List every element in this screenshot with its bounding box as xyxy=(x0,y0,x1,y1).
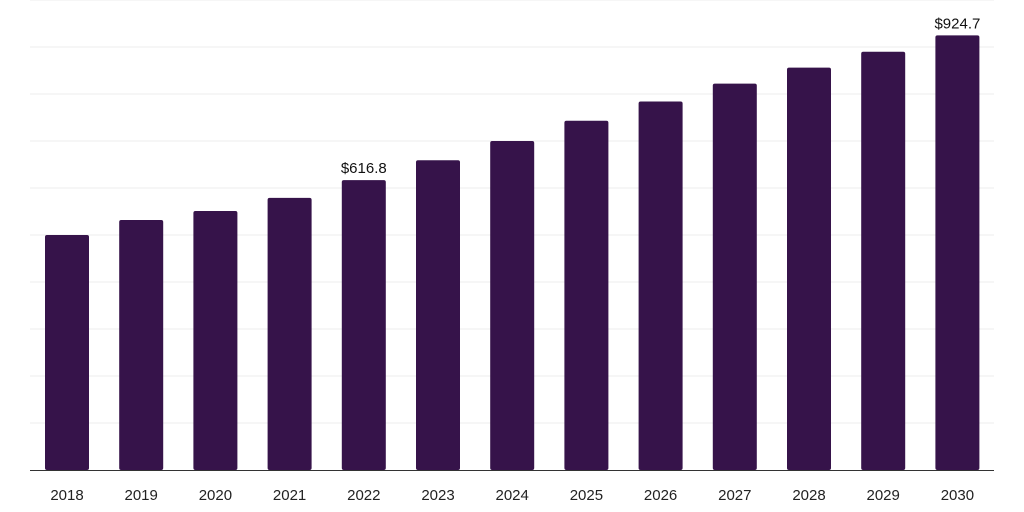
x-tick-label: 2024 xyxy=(496,487,529,504)
data-labels: $616.8 $924.7 xyxy=(341,15,980,177)
bar-2018 xyxy=(45,235,89,470)
bar-2023 xyxy=(416,160,460,470)
data-label-2022: $616.8 xyxy=(341,160,387,177)
bar-2027 xyxy=(712,83,757,470)
bar-2020 xyxy=(193,211,238,470)
bar-2019 xyxy=(119,219,164,470)
x-tick-label: 2029 xyxy=(867,487,900,504)
x-tick-label: 2018 xyxy=(50,487,83,504)
bar-2029 xyxy=(861,51,906,470)
bar-2022 xyxy=(341,180,386,470)
bar-2025 xyxy=(564,120,609,470)
x-axis-ticks: 2018 2019 2020 2021 2022 2023 2024 2025 2026 2027… xyxy=(50,487,974,504)
bar-2030 xyxy=(935,35,980,471)
x-tick-label: 2022 xyxy=(347,487,380,504)
x-tick-label: 2023 xyxy=(421,487,454,504)
x-tick-label: 2021 xyxy=(273,487,306,504)
x-tick-label: 2030 xyxy=(941,487,974,504)
x-tick-label: 2028 xyxy=(792,487,825,504)
x-tick-label: 2027 xyxy=(718,487,751,504)
bars xyxy=(45,35,980,471)
bar-2026 xyxy=(638,101,683,471)
x-tick-label: 2025 xyxy=(570,487,603,504)
data-label-2030: $924.7 xyxy=(934,15,980,32)
bar-2021 xyxy=(267,197,312,470)
bar-2028 xyxy=(787,67,831,471)
x-tick-label: 2020 xyxy=(199,487,232,504)
bar-2024 xyxy=(490,141,535,470)
x-tick-label: 2019 xyxy=(125,487,158,504)
x-tick-label: 2026 xyxy=(644,487,677,504)
